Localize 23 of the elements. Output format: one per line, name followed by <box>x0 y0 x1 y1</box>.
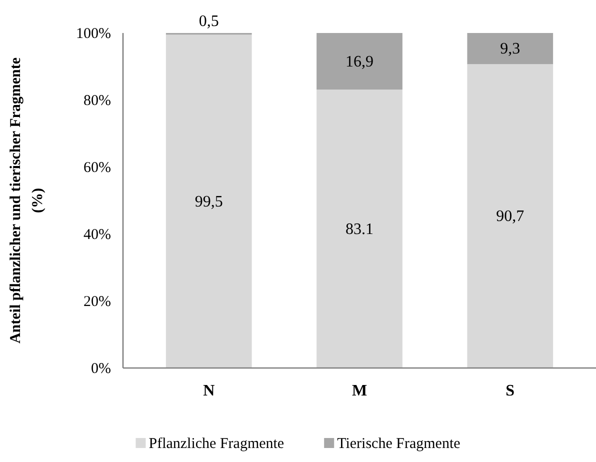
x-tick-label: S <box>506 382 515 400</box>
bar <box>316 90 402 368</box>
data-label: 90,7 <box>496 208 524 226</box>
x-tick-label: M <box>352 382 368 400</box>
y-axis-title: Anteil pflanzlicher und tierischer Fragmente (%) <box>8 57 46 344</box>
x-tick-label: N <box>203 382 216 400</box>
legend-label: Pflanzliche Fragmente <box>148 436 284 452</box>
y-tick-label: 60% <box>84 160 111 176</box>
y-tick-label: 100% <box>76 26 111 42</box>
legend-label: Tierische Fragmente <box>337 436 461 452</box>
y-tick-label: 20% <box>84 294 111 310</box>
data-label: 16,9 <box>346 53 374 70</box>
bar <box>166 34 252 368</box>
data-label: 9,3 <box>500 40 520 58</box>
y-tick-label: 0% <box>91 360 111 377</box>
data-label: 99,5 <box>194 193 223 210</box>
bar <box>467 64 554 368</box>
bar <box>316 33 402 90</box>
data-label: 0,5 <box>198 13 219 30</box>
y-tick-label: 80% <box>84 92 111 109</box>
bar <box>467 33 554 64</box>
y-tick-label: 40% <box>84 226 111 243</box>
data-label: 83.1 <box>346 220 374 238</box>
